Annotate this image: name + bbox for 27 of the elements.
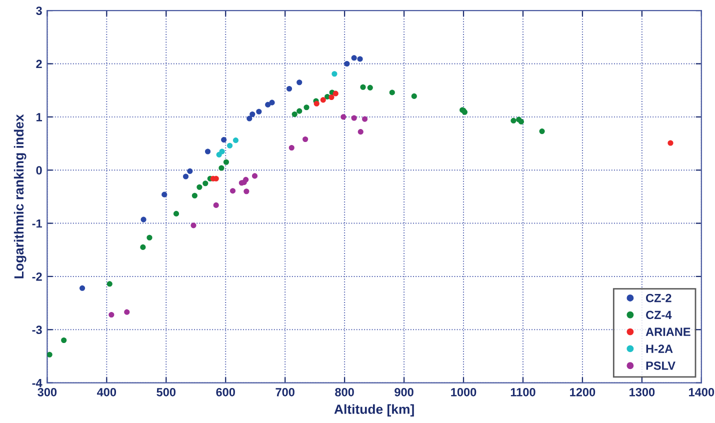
legend-label: ARIANE — [646, 328, 690, 336]
y-tick-label: -2 — [32, 272, 42, 281]
x-tick-label: 700 — [276, 388, 294, 396]
x-tick-label: 300 — [38, 388, 57, 396]
x-tick-label: 400 — [96, 388, 116, 396]
x-tick-label: 600 — [216, 388, 235, 396]
x-tick-label: 500 — [156, 388, 176, 396]
x-axis-title: Altitude [km] — [334, 404, 414, 417]
y-tick-label: 0 — [36, 166, 42, 174]
y-tick-label: 1 — [36, 113, 42, 122]
y-tick-label: 3 — [36, 6, 42, 15]
x-tick-label: 1300 — [630, 388, 655, 396]
legend-label: CZ-4 — [646, 310, 672, 320]
y-axis-title: Logarithmic ranking index — [14, 114, 26, 278]
y-tick-label: -1 — [32, 219, 42, 228]
x-tick-label: 1000 — [451, 388, 476, 396]
legend-label: CZ-2 — [646, 294, 672, 302]
x-tick-label: 900 — [394, 388, 414, 396]
y-tick-label: 2 — [36, 60, 42, 68]
x-tick-label: 800 — [335, 388, 354, 396]
y-tick-label: -3 — [32, 326, 42, 334]
x-tick-label: 1400 — [689, 388, 714, 396]
legend-label: PSLV — [646, 361, 676, 370]
y-tick-label: -4 — [32, 378, 42, 388]
x-tick-label: 1200 — [570, 388, 596, 396]
legend-label: H-2A — [646, 344, 673, 353]
x-tick-label: 1100 — [510, 388, 536, 396]
